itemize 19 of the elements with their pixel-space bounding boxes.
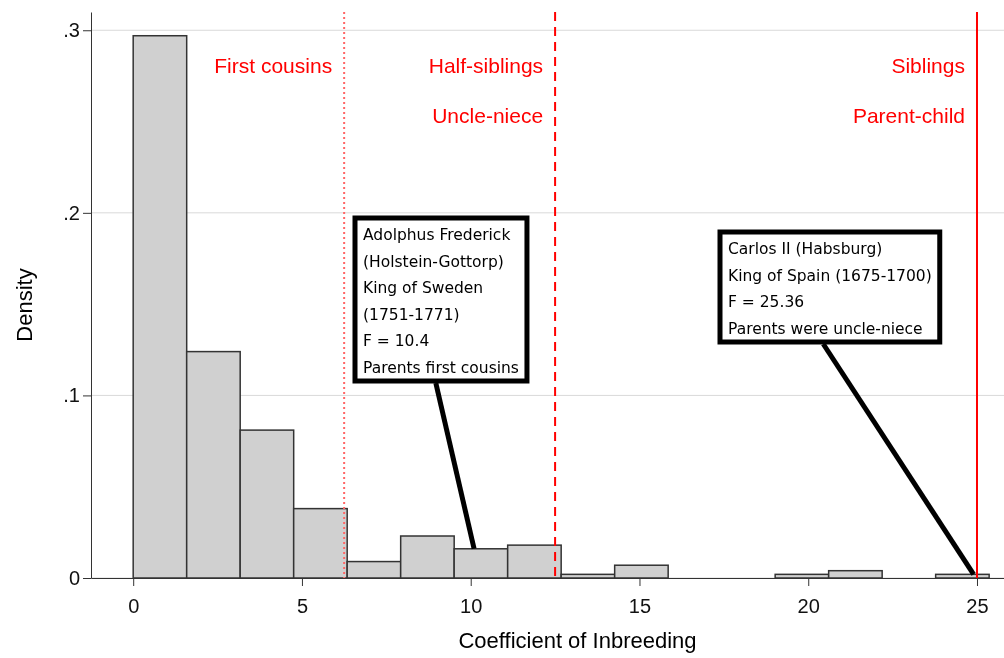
x-tick-label: 20	[797, 595, 820, 617]
callout-box: Adolphus Frederick (Holstein-Gottorp) King of Sweden (1751-1771) F = 10.4 Parents first cousins	[352, 215, 530, 384]
text: Siblings Parent-child	[852, 54, 965, 127]
x-tick-label: 10	[460, 595, 483, 617]
y-tick-label: .1	[63, 384, 80, 407]
x-axis-title: Coefficient of Inbreeding	[458, 628, 697, 653]
x-tick-label: 5	[296, 595, 309, 617]
x-tick-label: 0	[128, 595, 140, 617]
x-tick-label: 15	[628, 595, 652, 617]
text: Half-siblings Uncle-niece	[428, 54, 544, 127]
x-tick-label: 25	[966, 595, 989, 617]
annotation: Adolphus Frederick (Holstein-Gottorp) King of Sweden (1751-1771) F = 10.4 Parents first cousins	[363, 226, 519, 377]
ref-line-label: First cousins	[214, 54, 333, 77]
y-tick-label: 0	[68, 566, 80, 589]
callout-box: Carlos II (Habsburg) King of Spain (1675-1700) F = 25.36 Parents were uncle-niece	[717, 229, 943, 345]
y-tick-label: .2	[63, 201, 80, 224]
annotation: Carlos II (Habsburg) King of Spain (1675-1700) F = 25.36 Parents were uncle-niece	[728, 240, 932, 338]
y-axis-title: Density	[12, 268, 37, 342]
y-tick-label: .3	[63, 19, 80, 42]
